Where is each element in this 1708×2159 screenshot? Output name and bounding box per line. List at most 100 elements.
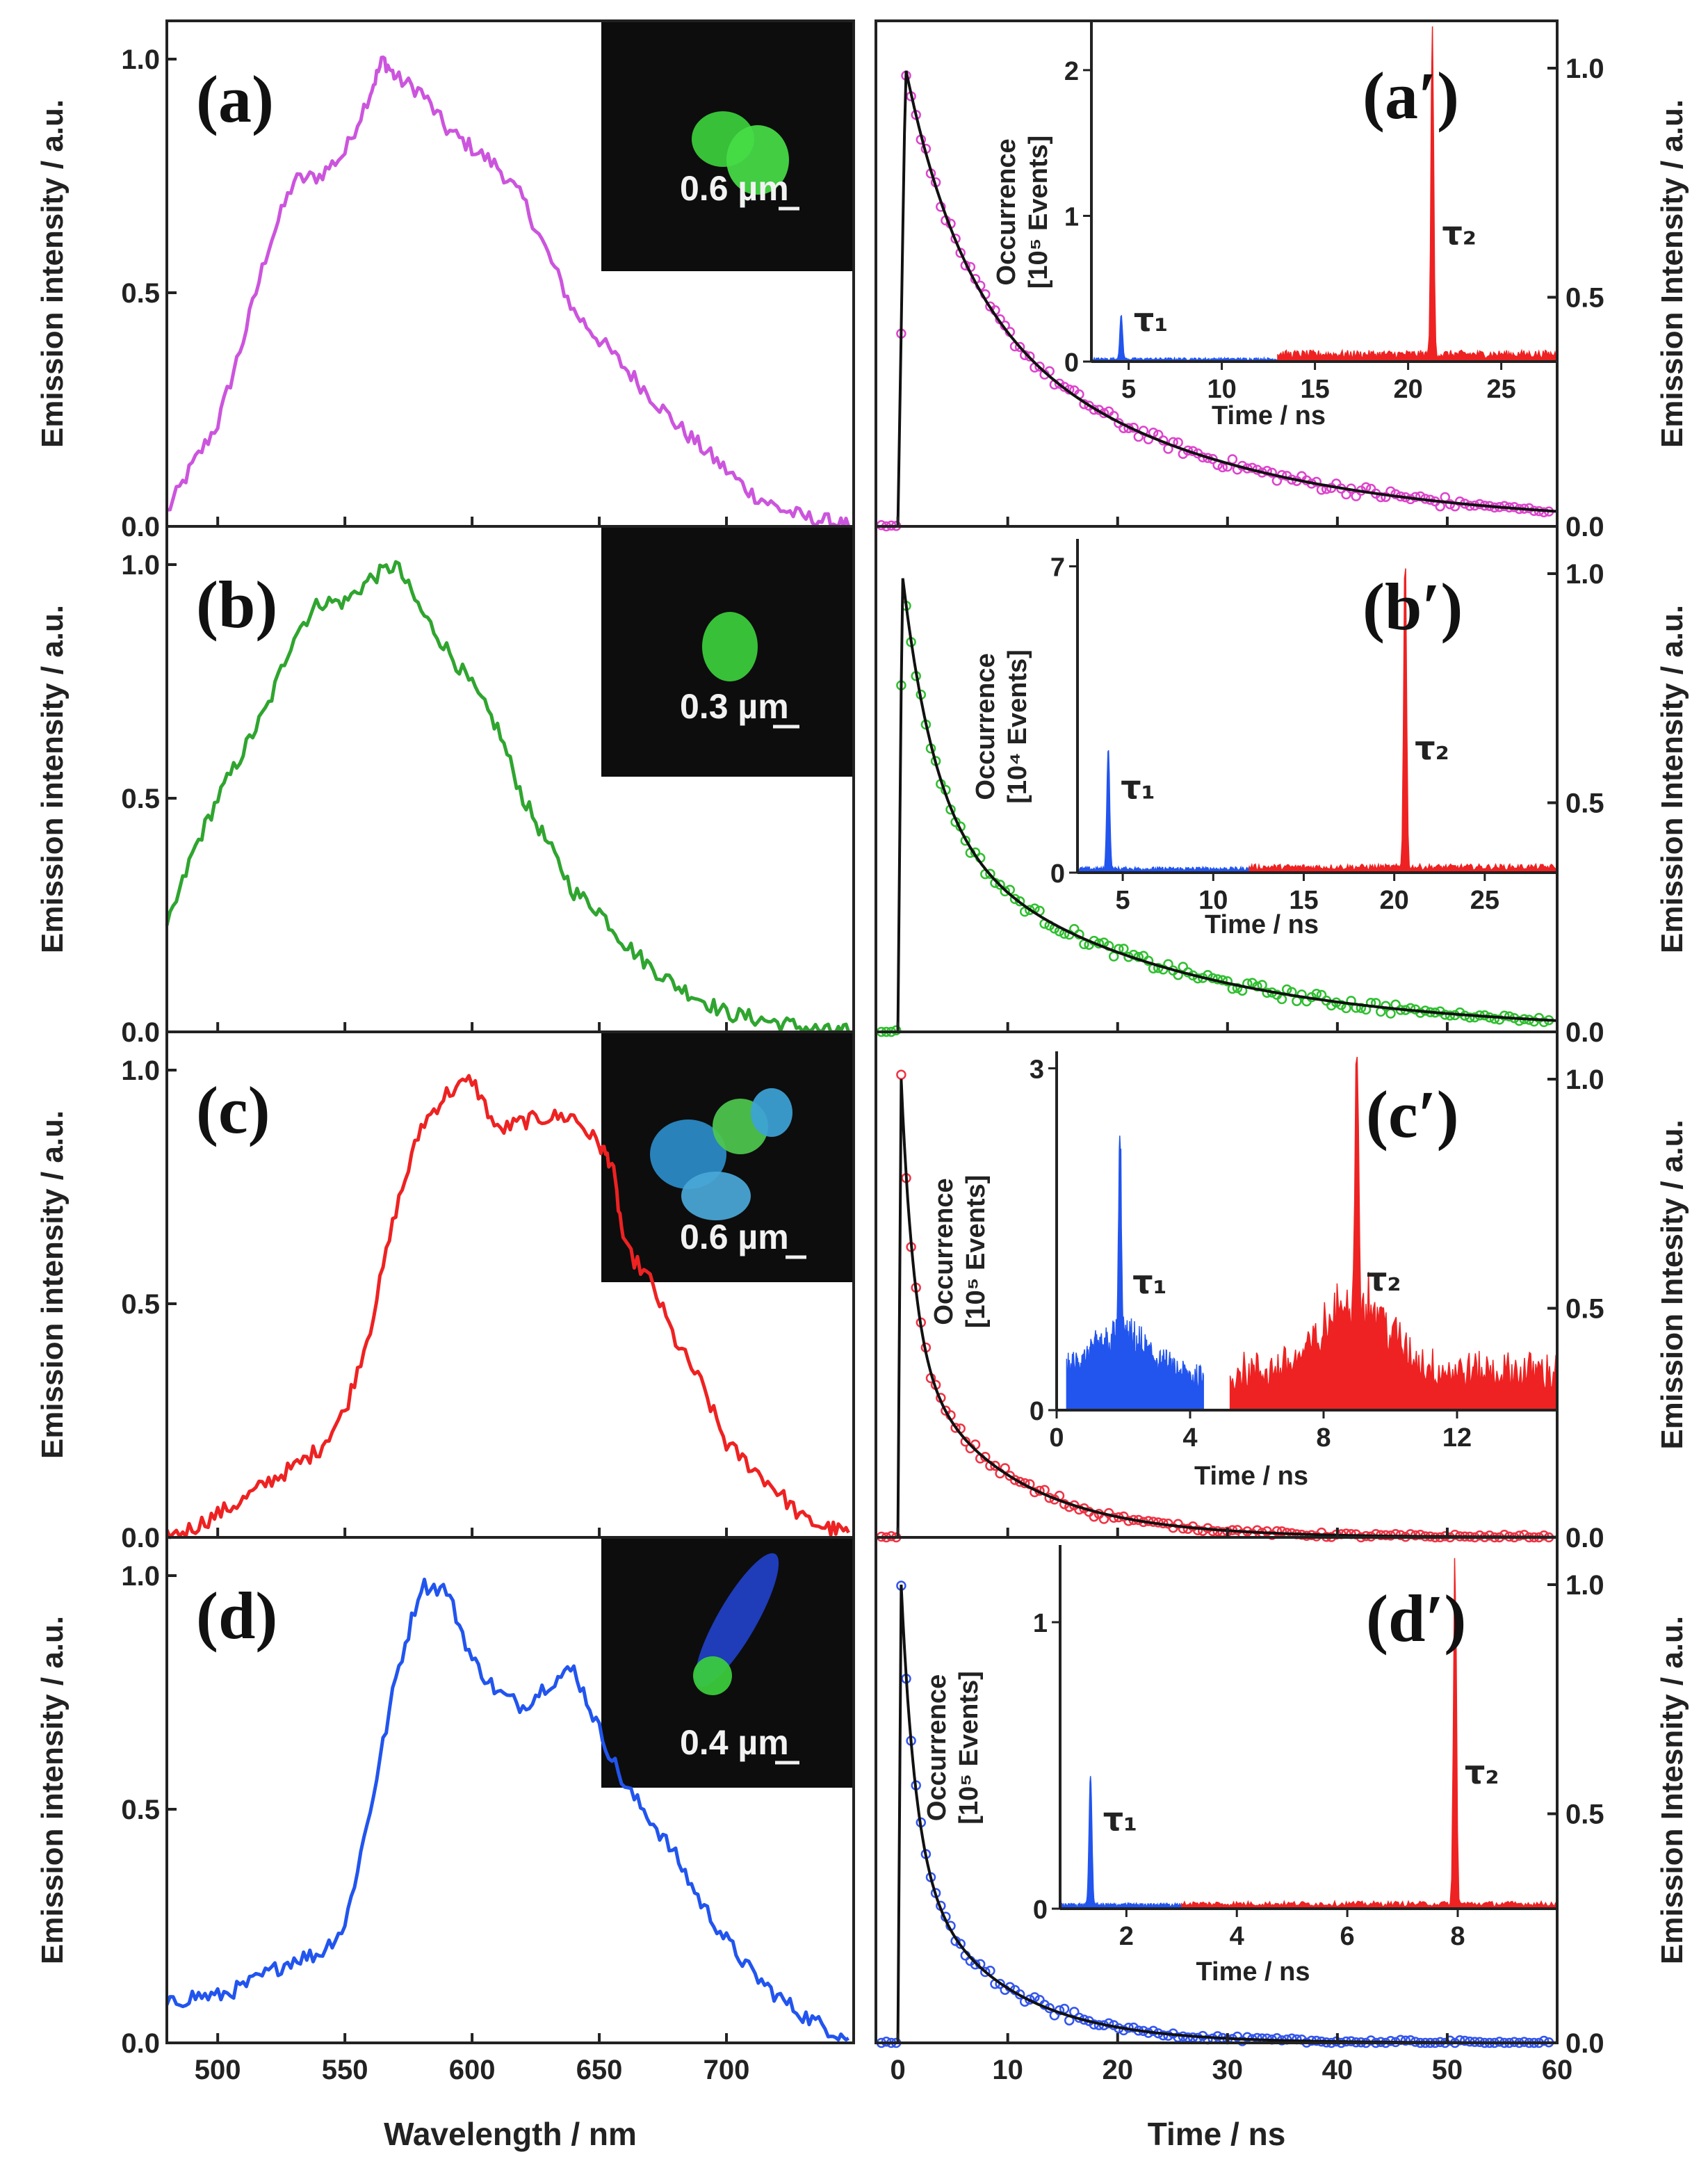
inset-background (1091, 21, 1557, 362)
spectrum-line (165, 560, 851, 1034)
decay-data-point (1059, 382, 1070, 392)
x-tick-label: 60 (1542, 2055, 1573, 2085)
x-tick-label: 30 (1212, 2055, 1244, 2085)
decay-data-point (990, 1460, 1000, 1471)
x-axis-label: Wavelength / nm (384, 2116, 637, 2152)
tau1-histogram (1059, 1776, 1182, 1909)
y-tick-label: 0.5 (121, 1795, 160, 1825)
y-tick-label: 0.5 (121, 278, 160, 309)
decay-data-point (950, 1423, 961, 1433)
inset-x-tick-label: 20 (1380, 886, 1409, 915)
decay-data-point (1351, 491, 1361, 501)
y-tick-label: 0.0 (121, 512, 160, 542)
decay-data-point (1000, 886, 1010, 897)
decay-data-point (985, 868, 995, 879)
decay-data-point (1262, 465, 1272, 476)
spectrum-line (166, 55, 851, 528)
inset-x-tick-label: 8 (1450, 1922, 1465, 1951)
inset-y-tick-label: 0 (1050, 859, 1065, 889)
decay-data-point (1489, 1013, 1500, 1024)
decay-data-point (1212, 2031, 1223, 2041)
decay-panel-3: 2 4 6 8 0 1 Time / ns Occurrence [10⁵ Events] τ₁ τ… (875, 1536, 1689, 2152)
x-tick-label: 550 (322, 2055, 368, 2085)
decay-data-point (1381, 492, 1391, 502)
scale-bar-label: 0.4 µm (680, 1723, 789, 1762)
inset-x-tick-label: 8 (1316, 1423, 1331, 1453)
particle-blob (751, 1088, 792, 1137)
y-tick-label: 1.0 (121, 550, 160, 581)
tau2-label: τ₂ (1415, 729, 1449, 767)
micrograph-background (601, 1033, 854, 1282)
decay-data-point (1400, 2035, 1411, 2046)
inset-x-tick-label: 12 (1442, 1423, 1472, 1453)
decay-data-point (1445, 1010, 1456, 1021)
y-tick-label: 0.0 (1565, 2028, 1604, 2059)
decay-data-point (1025, 351, 1035, 362)
spectrum-panel-b: 0.3 µm 0.0 0.5 1.0 Emission intensity / a.u.… (35, 525, 855, 1048)
decay-data-point (1454, 2035, 1465, 2046)
decay-data-point (1538, 1530, 1550, 1541)
inset-y-axis-label: Occurrence (929, 1178, 959, 1325)
inset-background (1077, 539, 1557, 873)
inset-histogram: 5 10 15 20 25 0 1 2 Time / ns Occurrence [10⁵ Even… (992, 21, 1558, 430)
panel-label: (d) (196, 1578, 277, 1653)
inset-micrograph: 0.4 µm (601, 1539, 854, 1788)
tau2-label: τ₂ (1367, 1261, 1401, 1298)
decay-data-point (1415, 1529, 1426, 1540)
inset-x-axis-label: Time / ns (1205, 910, 1319, 939)
inset-x-tick-label: 20 (1393, 375, 1422, 404)
y-axis-label: Emission intensity / a.u. (35, 605, 70, 953)
inset-y-tick-label: 0 (1033, 1895, 1048, 1925)
decay-fit-line (881, 70, 1558, 528)
spectrum-panel-c: 0.6 µm 0.0 0.5 1.0 Emission intensity / a.u.… (35, 1030, 855, 1553)
y-tick-label: 0.5 (1565, 283, 1604, 314)
decay-data-point (1192, 1525, 1203, 1536)
inset-x-tick-label: 5 (1116, 886, 1130, 915)
y-tick-label: 1.0 (121, 1561, 160, 1592)
particle-blob (694, 1553, 779, 1688)
inset-y-tick-label: 2 (1064, 57, 1079, 86)
spectrum-line (165, 1074, 850, 1539)
tau2-histogram (1249, 568, 1558, 873)
spectrum-panel-a: 0.6 µm 0.0 0.5 1.0 Emission intensity / a.u.… (35, 19, 855, 542)
tau1-label: τ₁ (1103, 1801, 1138, 1838)
decay-data-point (1025, 905, 1035, 915)
panel-label: (a) (196, 62, 274, 136)
decay-data-point (1034, 361, 1045, 372)
y-tick-label: 0.0 (121, 1017, 160, 1048)
tau1-histogram (1066, 1135, 1204, 1411)
decay-data-point (1014, 896, 1025, 907)
particle-blob (693, 1656, 732, 1695)
y-tick-label: 0.5 (1565, 789, 1604, 819)
panel-label: (b′) (1363, 569, 1463, 644)
decay-panel-1: 5 10 15 20 25 0 7 Time / ns Occurrence [10⁴ Event… (875, 525, 1689, 1048)
tau2-histogram (1277, 26, 1558, 362)
inset-y-tick-label: 0 (1030, 1397, 1044, 1426)
inset-x-axis-label: Time / ns (1196, 1957, 1310, 1987)
inset-x-tick-label: 4 (1230, 1922, 1244, 1951)
inset-x-tick-label: 25 (1486, 375, 1515, 404)
y-tick-label: 1.0 (121, 1056, 160, 1086)
y-tick-label: 1.0 (1565, 54, 1604, 84)
x-axis-label: Time / ns (1148, 2116, 1286, 2152)
decay-data-point (1059, 2003, 1070, 2014)
inset-x-tick-label: 2 (1119, 1922, 1134, 1951)
y-axis-label: Emission intensity / a.u. (35, 1110, 70, 1459)
decay-data-point (1445, 2035, 1456, 2046)
inset-micrograph: 0.3 µm (601, 528, 854, 777)
decay-data-point (1385, 1008, 1396, 1019)
inset-micrograph: 0.6 µm (601, 1033, 854, 1282)
decay-data-point (1178, 962, 1189, 972)
decay-data-point (1459, 2035, 1470, 2046)
inset-y-tick-label: 1 (1033, 1609, 1048, 1638)
panel-label: (c′) (1366, 1077, 1459, 1151)
tau2-label: τ₂ (1465, 1754, 1499, 1791)
decay-fit-line (881, 578, 1558, 1033)
y-tick-label: 0.0 (1565, 1017, 1604, 1048)
decay-data-point (960, 1437, 971, 1447)
decay-data-point (1499, 1530, 1510, 1540)
x-tick-label: 600 (449, 2055, 496, 2085)
tau1-label: τ₁ (1121, 769, 1155, 807)
decay-data-point (1276, 1526, 1287, 1537)
